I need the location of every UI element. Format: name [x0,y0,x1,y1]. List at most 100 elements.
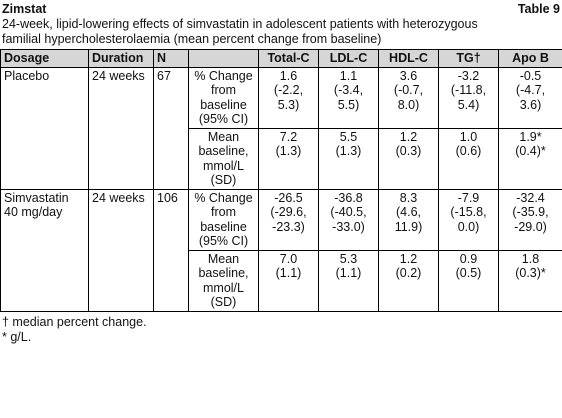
value-cell: -32.4 (-35.9, -29.0) [498,188,562,251]
value-line: 5.4) [457,97,480,112]
value-line: 3.6 [399,68,418,83]
n-cell: 106 [153,188,189,312]
value-cell: 1.2 (0.2) [378,249,439,312]
measure-line: from [211,83,236,97]
value-line: (-40.5, [330,205,367,219]
value-line: 1.8 [521,251,540,266]
value-line: (1.1) [275,266,302,280]
header-row: Dosage Duration N Total-C LDL-C HDL-C TG† Apo B [0,49,562,68]
measure-line: baseline, [198,266,249,280]
measure-line: mmol/L [203,280,244,295]
measure-cell: Mean baseline, mmol/L (SD) [188,249,259,312]
value-line: 7.2 [279,129,298,144]
value-line: 7.0 [279,251,298,266]
value-cell: -3.2 (-11.8, 5.4) [438,66,499,129]
value-line: 0.9 [459,251,478,266]
dosage-line: Placebo [4,68,50,83]
data-row: Mean baseline, mmol/L (SD) 7.0 (1.1) 5.3 (1.1) 1… [1,249,562,312]
value-line: 1.1 [339,68,358,83]
data-row: Mean baseline, mmol/L (SD) 7.2 (1.3) 5.5 (1.3) 1… [1,127,562,190]
data-row: Placebo 24 weeks 67% Change from baseline (95… [0,66,562,190]
measure-line: baseline [200,97,247,112]
value-cell: -7.9 (-15.8, 0.0) [438,188,499,251]
value-line: 1.2 [399,129,418,144]
value-cell: 1.2 (0.3) [378,127,439,190]
header-cell: Dosage [0,49,89,68]
value-cell: 5.3 (1.1) [318,249,379,312]
table-label: Table 9 [517,2,560,16]
dosage-line: Simvastatin [4,190,69,205]
value-line: (1.3) [335,144,362,158]
caption-line: 24-week, lipid-lowering effects of simva… [2,17,478,31]
header-title: Zimstat [2,2,47,16]
value-line: -32.4 [516,190,545,205]
measure-line: baseline [200,219,247,234]
measure-cell: Mean baseline, mmol/L (SD) [188,127,259,190]
value-cell: 1.0 (0.6) [438,127,499,190]
footnote: * g/L. [2,329,32,344]
dosage-cell: Placebo [0,66,89,190]
value-line: 1.9* [519,129,542,144]
duration-cell: 24 weeks [88,188,154,312]
value-line: 5.5) [337,97,360,112]
header-cell: LDL-C [318,49,379,68]
value-line: 11.9) [394,219,423,234]
header: Zimstat Table 9 [0,0,562,17]
value-cell: 3.6 (-0.7, 8.0) [378,66,439,129]
value-line: -7.9 [457,190,480,205]
header-cell: HDL-C [378,49,439,68]
header-cell: TG† [438,49,499,68]
caption-line: familial hypercholesterolaemia (mean per… [2,32,382,46]
value-cell: -36.8 (-40.5, -33.0) [318,188,379,251]
measure-line: % Change [194,68,253,83]
value-line: (0.4)* [515,144,546,158]
value-line: -0.5 [519,68,542,83]
measure-cell: % Change from baseline (95% CI) [188,66,259,129]
value-cell: 7.2 (1.3) [258,127,319,190]
value-line: 5.3) [277,97,300,112]
value-line: -36.8 [334,190,363,205]
value-cell: 1.8 (0.3)* [498,249,562,312]
value-line: (1.3) [275,144,302,158]
value-line: -29.0) [514,219,547,234]
value-line: (-2.2, [273,83,304,97]
header-cell: N [153,49,189,68]
value-line: (-29.6, [270,205,307,219]
value-line: 1.0 [459,129,478,144]
measure-line: mmol/L [203,158,244,173]
value-cell: 1.6 (-2.2, 5.3) [258,66,319,129]
value-line: -33.0) [332,219,365,234]
value-cell: 5.5 (1.3) [318,127,379,190]
value-line: (-0.7, [393,83,424,97]
measure-line: Mean [207,251,240,266]
value-cell: -0.5 (-4.7, 3.6) [498,66,562,129]
data-table: Dosage Duration N Total-C LDL-C HDL-C TG† Apo B… [0,49,562,312]
data-row: Simvastatin 40 mg/day 24 weeks 106% Change f… [0,188,562,312]
measure-line: Mean [207,129,240,144]
footnotes: † median percent change. * g/L. [0,312,562,345]
measure-cell: % Change from baseline (95% CI) [188,188,259,251]
value-cell: 7.0 (1.1) [258,249,319,312]
value-line: -3.2 [457,68,480,83]
value-line: 3.6) [519,97,542,112]
header-cell: Duration [88,49,154,68]
value-line: 1.6 [279,68,298,83]
value-line: (-35.9, [512,205,549,219]
value-line: (-11.8, [450,83,487,97]
value-line: 1.2 [399,251,418,266]
footnote: † median percent change. [2,314,147,329]
value-line: (0.3) [395,144,422,158]
measure-line: (SD) [210,173,237,187]
value-line: (0.2) [395,266,422,280]
value-line: 5.5 [339,129,358,144]
value-line: (-15.8, [450,205,487,219]
dosage-line: 40 mg/day [4,205,63,219]
value-line: (4.6, [395,205,421,219]
header-cell [188,49,259,68]
dosage-cell: Simvastatin 40 mg/day [0,188,89,312]
value-line: (1.1) [335,266,362,280]
measure-line: (95% CI) [198,234,249,248]
value-line: -23.3) [272,219,305,234]
duration-cell: 24 weeks [88,66,154,190]
